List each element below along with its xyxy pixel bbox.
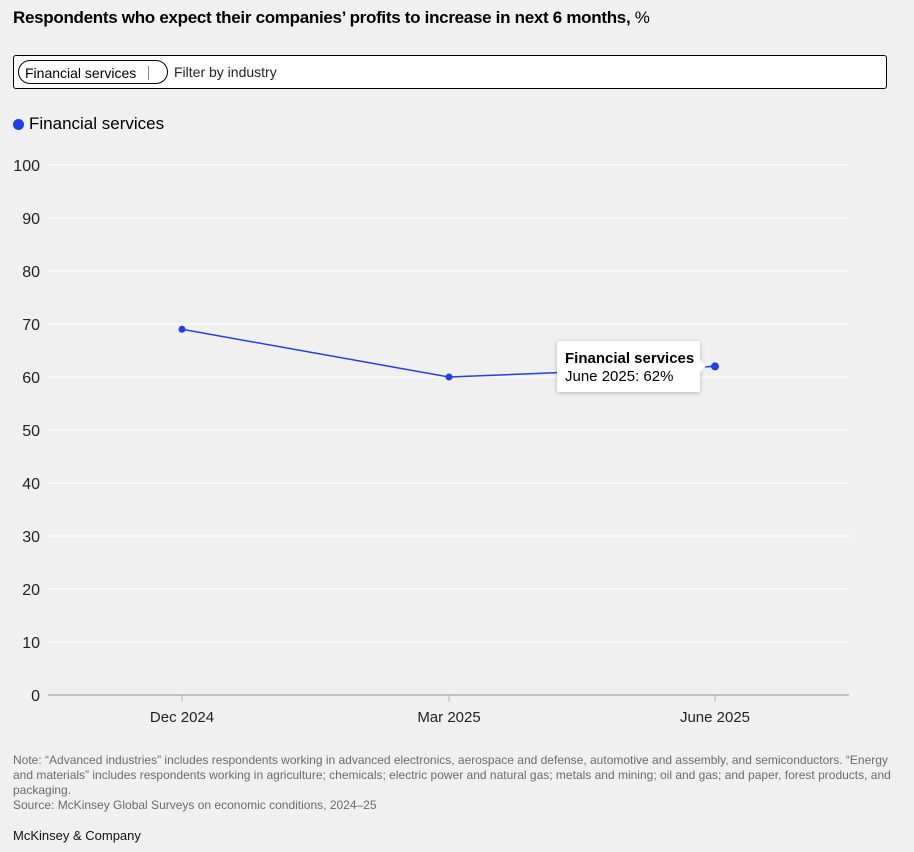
selected-industry-chip[interactable]: Financial services <box>18 60 168 84</box>
data-point <box>711 362 719 371</box>
footnote-note: Note: “Advanced industries” includes res… <box>13 753 891 797</box>
chip-remove-divider[interactable] <box>148 66 149 80</box>
x-tick-label: Mar 2025 <box>417 709 480 726</box>
industry-filter[interactable]: Financial services Filter by industry <box>13 55 887 89</box>
selected-industry-label: Financial services <box>25 65 137 81</box>
y-tick-label: 70 <box>22 317 40 334</box>
gridlines <box>48 164 849 643</box>
y-tick-label: 20 <box>22 582 40 599</box>
tooltip-title: Financial services <box>565 350 695 367</box>
y-tick-label: 30 <box>22 529 40 546</box>
filter-input-placeholder[interactable]: Filter by industry <box>174 64 277 80</box>
footnote: Note: “Advanced industries” includes res… <box>13 753 898 813</box>
chart-title: Respondents who expect their companies’ … <box>13 8 650 28</box>
chart-title-text: Respondents who expect their companies’ … <box>13 8 631 27</box>
footnote-source: Source: McKinsey Global Surveys on econo… <box>13 798 377 812</box>
chart-title-unit: % <box>630 8 650 27</box>
y-axis-ticks: 0 10 20 30 40 50 60 70 80 90 100 <box>13 158 40 705</box>
tooltip-value: June 2025: 62% <box>565 368 674 385</box>
data-tooltip: Financial services June 2025: 62% <box>557 341 706 392</box>
legend-marker <box>13 119 24 130</box>
data-point <box>178 325 186 333</box>
data-point <box>445 373 453 381</box>
x-tick-label: June 2025 <box>680 709 750 726</box>
x-tick-label: Dec 2024 <box>150 709 214 726</box>
y-tick-label: 0 <box>31 688 40 705</box>
brand-credit: McKinsey & Company <box>13 828 141 843</box>
y-tick-label: 60 <box>22 370 40 387</box>
y-tick-label: 10 <box>22 635 40 652</box>
line-chart: 0 10 20 30 40 50 60 70 80 90 100 Dec 2024 Mar 2025 J… <box>13 158 849 726</box>
y-tick-label: 40 <box>22 476 40 493</box>
y-tick-label: 90 <box>22 211 40 228</box>
y-tick-label: 80 <box>22 264 40 281</box>
y-tick-label: 50 <box>22 423 40 440</box>
legend-label: Financial services <box>29 114 165 133</box>
tooltip-arrow <box>700 360 706 372</box>
y-tick-label: 100 <box>13 158 40 175</box>
x-axis: Dec 2024 Mar 2025 June 2025 <box>48 694 849 726</box>
